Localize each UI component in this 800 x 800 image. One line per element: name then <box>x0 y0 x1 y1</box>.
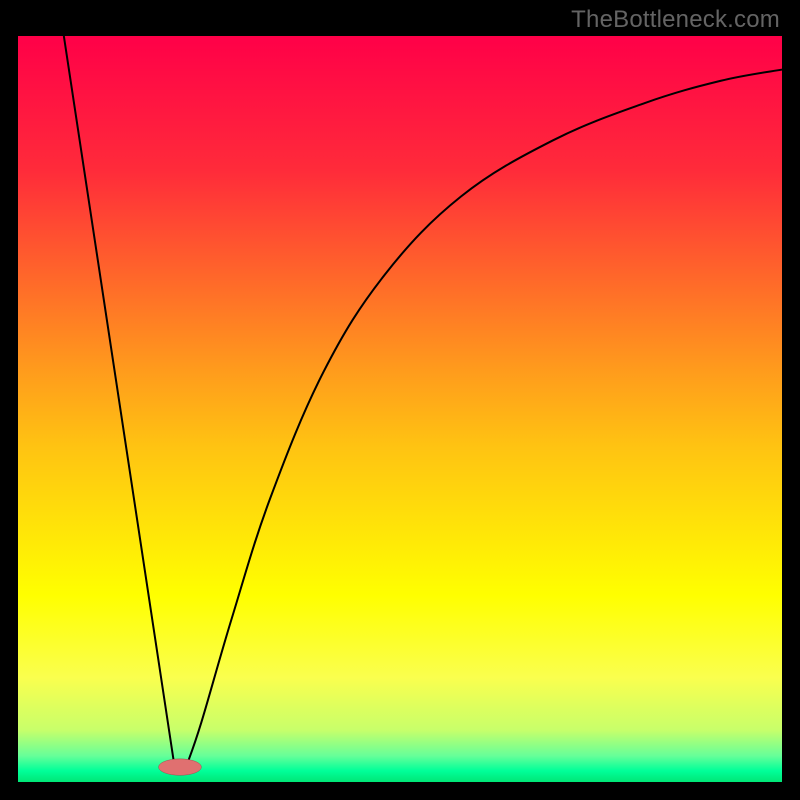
chart-container: TheBottleneck.com <box>0 0 800 800</box>
watermark-text: TheBottleneck.com <box>571 6 780 34</box>
optimal-point-marker <box>159 759 202 775</box>
heatmap-gradient <box>18 36 782 782</box>
bottleneck-chart <box>0 0 800 800</box>
